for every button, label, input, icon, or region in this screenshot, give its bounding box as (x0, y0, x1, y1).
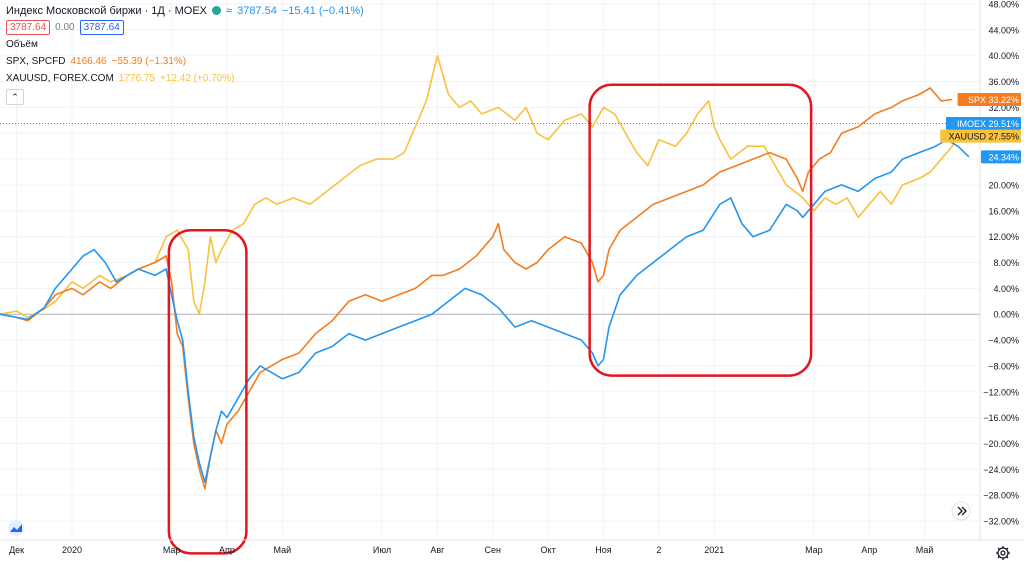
buy-price-box[interactable]: 3787.64 (79, 20, 124, 35)
price-badge-label: XAUUSD 27.55% (948, 132, 1019, 142)
xau-value: 1776.75 (118, 72, 155, 84)
series-line-xau[interactable] (0, 54, 970, 319)
price-badge-bg (981, 150, 1021, 164)
y-tick-label: 4.00% (993, 284, 1019, 294)
legend-main-row[interactable]: Индекс Московской биржи · 1Д · MOEX ≈ 37… (6, 2, 364, 19)
symbol-value: 3787.54 (237, 4, 277, 17)
volume-row[interactable]: Объём (6, 36, 364, 53)
x-tick-label: Апр (861, 545, 877, 555)
xau-change: +12.42 (+0.70%) (159, 72, 235, 84)
x-tick-label: Авг (430, 545, 445, 555)
x-tick-label: Окт (541, 545, 556, 555)
x-tick-label: Май (274, 545, 292, 555)
annotation-rounded-rect[interactable] (167, 228, 248, 555)
sell-price-box[interactable]: 3787.64 (6, 20, 51, 35)
y-tick-label: 12.00% (988, 232, 1019, 242)
y-tick-label: −4.00% (988, 336, 1019, 346)
x-tick-label: Июл (373, 545, 391, 555)
series-layer (0, 54, 970, 490)
price-badge-label: SPX 33.22% (968, 95, 1019, 105)
spx-change: −55.39 (−1.31%) (111, 55, 187, 67)
spx-value: 4166.46 (70, 55, 107, 67)
price-badge-bg (940, 129, 1021, 143)
price-badges: SPX 33.22% IMOEX 29.51% XAUUSD 27.55% 24.34… (940, 93, 1021, 164)
x-tick-label: Май (916, 545, 934, 555)
price-badge-bg (946, 116, 1021, 130)
collapse-legend-icon[interactable]: ⌃ (6, 88, 24, 105)
x-tick-label: Мар (163, 545, 181, 555)
x-tick-label: 2020 (62, 545, 82, 555)
series-line-moex[interactable] (0, 138, 970, 483)
x-tick-label: Дек (9, 545, 24, 555)
price-axis[interactable]: 48.00%44.00%40.00%36.00%32.00%28.00%24.0… (983, 0, 1019, 527)
spread-value: 0.00 (55, 21, 75, 33)
tradingview-logo-icon[interactable] (8, 520, 24, 536)
series-line-spx[interactable] (0, 87, 953, 490)
y-tick-label: −28.00% (983, 491, 1019, 501)
x-tick-label: Ноя (595, 545, 612, 555)
spx-legend-row[interactable]: SPX, SPCFD 4166.46 −55.39 (−1.31%) (6, 53, 364, 70)
y-tick-label: 32.00% (988, 103, 1019, 113)
volume-label[interactable]: Объём (6, 38, 38, 50)
x-tick-label: Сен (485, 545, 502, 555)
y-tick-label: −20.00% (983, 439, 1019, 449)
y-tick-label: 44.00% (988, 25, 1019, 35)
compare-wave-icon[interactable]: ≈ (226, 4, 233, 17)
y-tick-label: 36.00% (988, 77, 1019, 87)
y-tick-label: 0.00% (993, 310, 1019, 320)
x-tick-label: Апр (219, 545, 235, 555)
time-axis[interactable]: Дек 2020 Мар Апр Май Июл Авг Сен Окт Ноя 2 2021 Мар А… (9, 545, 933, 555)
price-badge-label: IMOEX 29.51% (957, 119, 1019, 129)
x-tick-label: 2 (656, 545, 661, 555)
y-tick-label: −24.00% (983, 465, 1019, 475)
collapse-row: ⌃ (6, 87, 364, 105)
y-tick-label: −16.00% (983, 413, 1019, 423)
annotation-layer (167, 83, 813, 555)
symbol-title[interactable]: Индекс Московской биржи · 1Д · MOEX (6, 4, 208, 17)
xau-legend-row[interactable]: XAUUSD, FOREX.COM 1776.75 +12.42 (+0.70%… (6, 70, 364, 87)
x-tick-label: 2021 (704, 545, 724, 555)
price-badge-bg (957, 93, 1021, 107)
annotation-rounded-rect[interactable] (588, 83, 813, 377)
xau-label[interactable]: XAUUSD, FOREX.COM (6, 72, 114, 84)
x-tick-label: Мар (805, 545, 823, 555)
y-tick-label: 20.00% (988, 180, 1019, 190)
settings-gear-icon[interactable] (996, 546, 1010, 560)
spx-label[interactable]: SPX, SPCFD (6, 55, 66, 67)
scroll-to-realtime-icon[interactable] (951, 501, 971, 521)
y-tick-label: 8.00% (993, 258, 1019, 268)
price-badge-label: 24.34% (988, 152, 1019, 162)
y-tick-label: 16.00% (988, 206, 1019, 216)
symbol-change: −15.41 (−0.41%) (281, 4, 364, 17)
y-tick-label: 40.00% (988, 51, 1019, 61)
y-tick-label: −8.00% (988, 361, 1019, 371)
y-tick-label: −12.00% (983, 387, 1019, 397)
y-tick-label: 48.00% (988, 0, 1019, 10)
legend: Индекс Московской биржи · 1Д · MOEX ≈ 37… (6, 2, 364, 105)
visibility-eye-icon[interactable] (212, 6, 222, 15)
y-tick-label: −32.00% (983, 517, 1019, 527)
price-boxes-row: 3787.64 0.00 3787.64 (6, 19, 364, 36)
